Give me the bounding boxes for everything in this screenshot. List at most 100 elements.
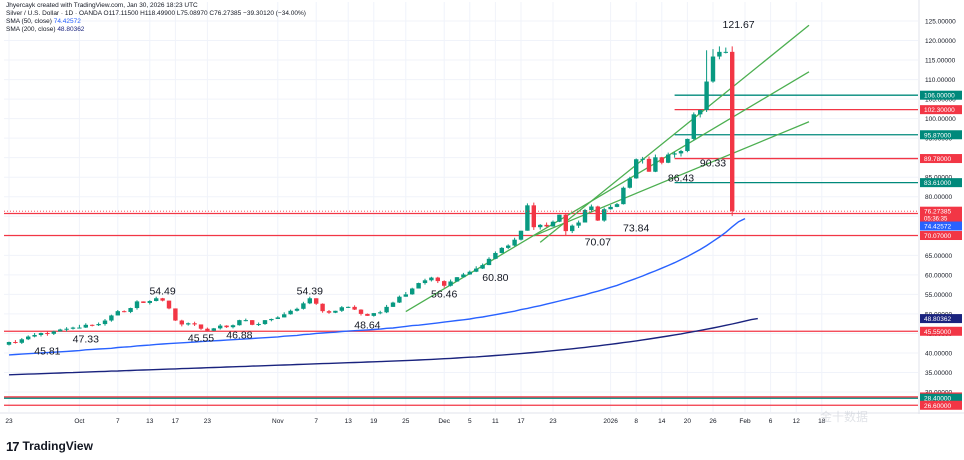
candle-body (51, 331, 56, 334)
candle-body (90, 324, 95, 326)
candle-body (115, 311, 120, 316)
time-tick-label: 13 (345, 418, 353, 425)
tradingview-logo[interactable]: 17 TradingView (6, 438, 93, 454)
time-tick-label: 2026 (603, 418, 618, 425)
candle-body (288, 310, 293, 315)
level-tag-label: 70.07000 (924, 233, 951, 240)
candle-body (262, 320, 268, 325)
time-tick-label: 14 (658, 418, 666, 425)
price-annotation: 47.33 (73, 334, 99, 346)
price-annotation: 121.67 (723, 19, 755, 31)
sma50-line (8, 217, 746, 356)
candle-body (710, 56, 716, 82)
candle-body (32, 334, 37, 337)
time-tick-label: 26 (709, 418, 717, 425)
candle-body (352, 306, 357, 310)
time-tick-label: Dec (438, 418, 450, 425)
candle-body (627, 178, 632, 188)
candle-body (58, 329, 63, 332)
level-tag (920, 231, 962, 241)
candle-body (666, 154, 671, 163)
candle-body (141, 301, 146, 303)
price-annotation: 45.55 (188, 332, 214, 344)
candle-body (717, 51, 722, 57)
candle-body (320, 303, 325, 312)
price-annotation: 46.88 (226, 329, 252, 341)
candle-body (390, 302, 396, 307)
trendline (405, 71, 810, 313)
level-tag-label: 95.87000 (924, 132, 951, 139)
price-tag (920, 206, 962, 223)
candle-body (614, 204, 620, 207)
candle-body (224, 325, 229, 328)
time-tick-label: 7 (314, 418, 318, 425)
candle-body (595, 206, 600, 221)
candle-body (128, 308, 133, 312)
tradingview-brand-name: TradingView (22, 439, 93, 453)
sma200-legend[interactable]: SMA (200, close) 48.80362 (6, 26, 85, 33)
candle-body (582, 210, 588, 223)
candle-body (512, 239, 517, 246)
candle-body (653, 157, 658, 172)
candle-body (557, 214, 562, 222)
candle-body (365, 313, 370, 316)
time-tick-label: 8 (634, 418, 638, 425)
candle-body (346, 306, 351, 308)
candle-body (410, 288, 415, 295)
candle-body (608, 206, 613, 210)
price-annotation: 60.80 (482, 272, 508, 284)
candle-body (621, 187, 626, 205)
level-tag-label: 26.60000 (924, 403, 951, 410)
time-tick-label: 6 (769, 418, 773, 425)
candle-body (416, 283, 421, 289)
sma50-legend[interactable]: SMA (50, close) 74.42572 (6, 18, 81, 25)
level-tag (920, 393, 962, 403)
candle-body (154, 298, 159, 302)
candle-body (634, 159, 639, 179)
time-tick-label: 23 (204, 418, 212, 425)
price-annotation: 45.81 (34, 345, 60, 357)
price-annotation: 54.39 (297, 286, 323, 298)
candle-body (493, 252, 498, 259)
candle-body (704, 81, 709, 111)
candle-body (646, 158, 652, 172)
candle-body (486, 258, 492, 266)
candle-body (256, 324, 261, 326)
candle-body (570, 225, 575, 232)
candle-body (474, 268, 479, 272)
sma200-line (8, 317, 758, 376)
candle-body (96, 324, 101, 326)
candle-body (6, 342, 12, 345)
price-tag-label: 74.42572 (924, 224, 951, 231)
time-tick-label: 25 (402, 418, 410, 425)
candle-body (294, 308, 300, 311)
level-tag-label: 89.78000 (924, 156, 951, 163)
candle-body (691, 114, 696, 139)
candle-body (109, 315, 114, 321)
candle-body (282, 314, 287, 318)
candle-body (384, 306, 389, 313)
price-tick-label: 100.00000 (925, 116, 956, 123)
price-tick-label: 60.00000 (925, 272, 952, 279)
candle-body (186, 323, 191, 325)
candle-body (218, 325, 223, 329)
candle-body (358, 309, 364, 314)
level-tag-label: 45.55000 (924, 329, 951, 336)
candle-body (64, 328, 69, 330)
candle-body (371, 313, 376, 316)
chart-header-ohlc: Silver / U.S. Dollar · 1D · OANDA O117.1… (6, 10, 306, 17)
level-tag (920, 400, 962, 410)
price-tick-label: 105.00000 (925, 97, 956, 104)
candle-body (403, 294, 408, 297)
candle-body (45, 333, 50, 335)
candle-body (678, 151, 684, 154)
candle-body (230, 325, 236, 328)
price-annotation: 73.84 (623, 222, 649, 234)
time-tick-label: 18 (818, 418, 826, 425)
candle-body (429, 277, 434, 281)
candle-body (602, 209, 607, 221)
candle-body (467, 271, 472, 275)
candle-body (243, 320, 248, 322)
candle-body (301, 303, 306, 309)
